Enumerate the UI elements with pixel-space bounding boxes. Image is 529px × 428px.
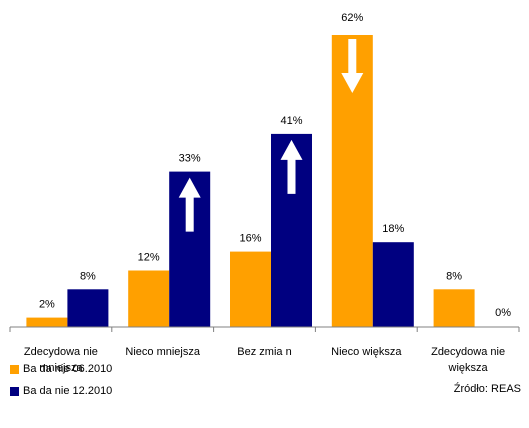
arrow-up-icon — [178, 177, 201, 232]
arrow-up-icon — [280, 139, 303, 194]
data-label-series-1-1: 2% — [39, 299, 55, 311]
bar-series-2-4 — [372, 242, 414, 327]
legend-label-series-2: Ba da nie 12.2010 — [23, 385, 113, 397]
bar-series-1-3 — [230, 251, 271, 327]
data-label-series-2-4: 18% — [382, 223, 404, 235]
bar-series-1-5 — [433, 289, 475, 327]
data-label-series-1-4: 62% — [341, 12, 363, 24]
category-label-3: Bez zmia n — [237, 346, 291, 358]
bar-series-1-1 — [26, 317, 68, 327]
data-label-series-2-3: 41% — [280, 115, 302, 127]
legend-item-series-2: Ba da nie 12.2010 — [10, 385, 112, 397]
data-label-series-1-5: 8% — [446, 270, 462, 282]
category-label-5-line-2: większa — [448, 362, 489, 374]
bar-series-1-2 — [128, 270, 170, 327]
category-label-5-line-1: Zdecydowa nie — [431, 346, 505, 358]
legend-label-series-1: Ba da nie 06.2010 — [23, 363, 113, 375]
category-label-2: Nieco mniejsza — [125, 346, 200, 358]
source-note: Źródło: REAS — [453, 383, 521, 395]
data-label-series-1-3: 16% — [239, 233, 261, 245]
category-label-1-line-2: mniejsza — [39, 362, 83, 374]
arrow-down-icon — [341, 39, 364, 93]
data-label-series-2-1: 8% — [80, 270, 96, 282]
legend-item-series-1: Ba da nie 06.2010 — [10, 363, 112, 375]
data-label-series-2-5: 0% — [495, 307, 511, 319]
legend-swatch-series-1 — [10, 364, 19, 374]
data-label-series-1-2: 12% — [138, 252, 160, 264]
category-label-4: Nieco większa — [331, 346, 402, 358]
bar-series-2-1 — [67, 289, 109, 327]
category-label-1-line-1: Zdecydowa nie — [24, 346, 98, 358]
legend-swatch-series-2 — [10, 386, 19, 396]
data-label-series-2-2: 33% — [179, 153, 201, 165]
